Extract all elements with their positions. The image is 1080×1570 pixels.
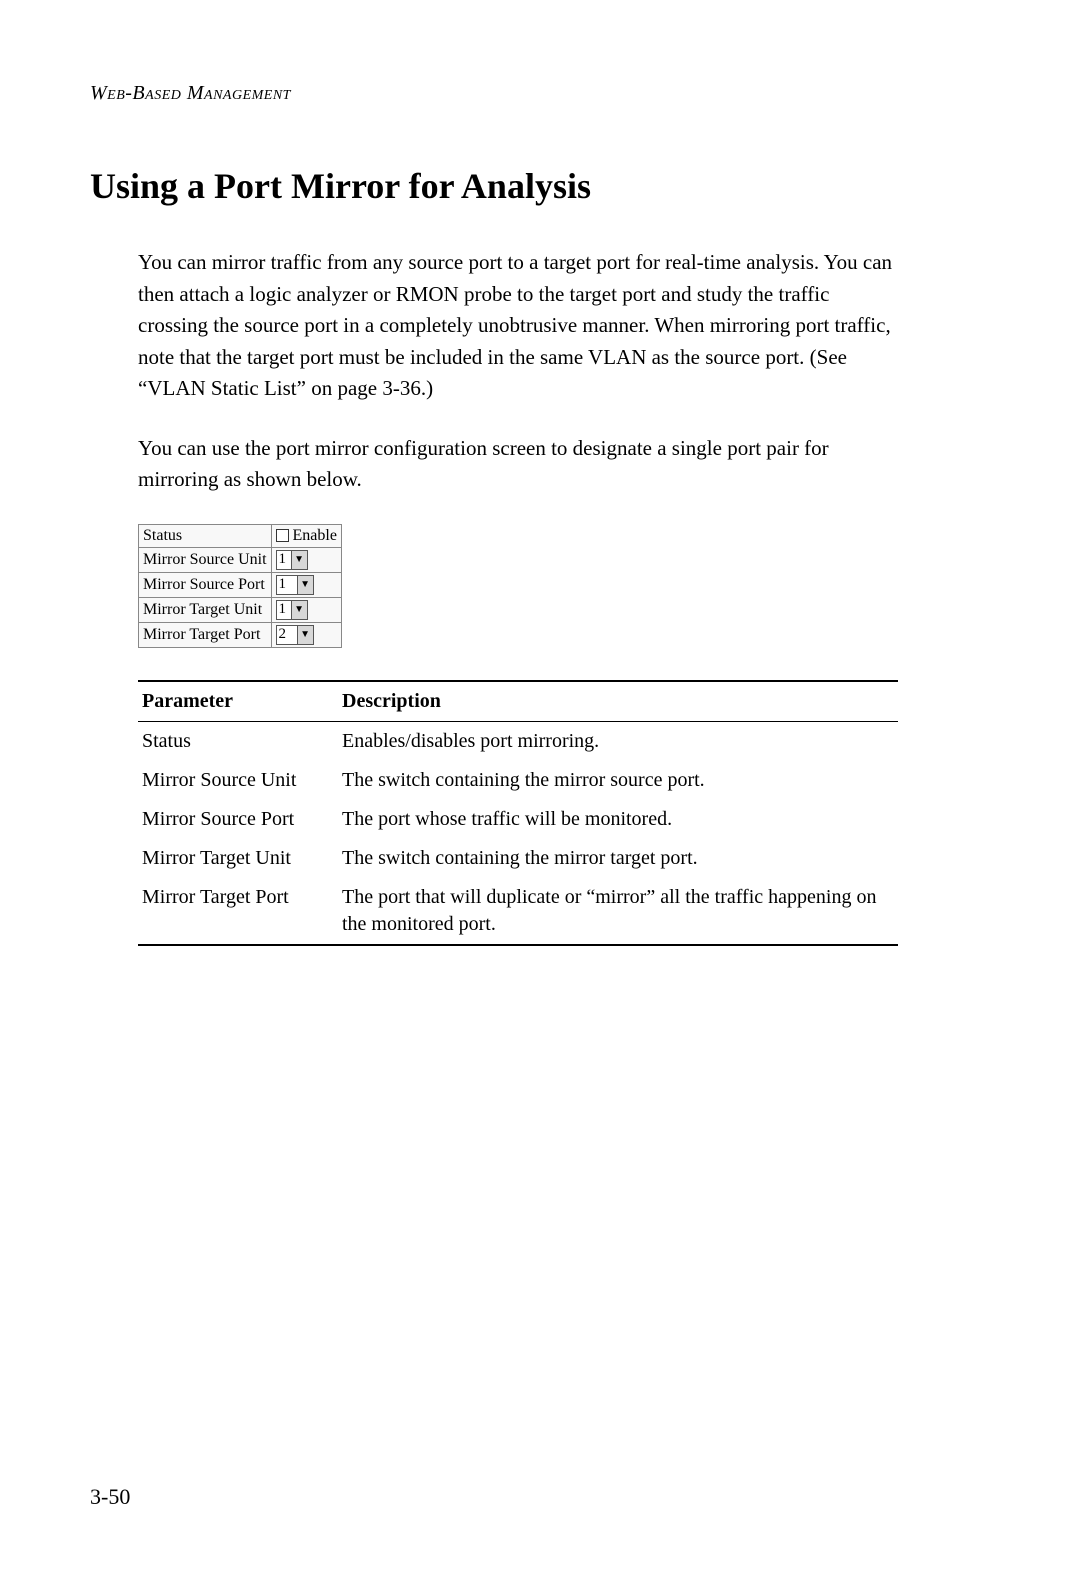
- chevron-down-icon: ▼: [297, 626, 313, 644]
- page-title: Using a Port Mirror for Analysis: [90, 165, 990, 207]
- param-cell: Mirror Source Unit: [138, 761, 338, 800]
- param-row: Mirror Target Unit The switch containing…: [138, 839, 898, 878]
- config-form-table: Status Enable Mirror Source Unit 1 ▼ Mir…: [138, 524, 342, 648]
- desc-cell: The switch containing the mirror source …: [338, 761, 898, 800]
- config-label: Mirror Target Port: [139, 622, 272, 647]
- dropdown-value: 1: [277, 551, 291, 568]
- source-port-dropdown[interactable]: 1 ▼: [276, 575, 314, 595]
- dropdown-value: 1: [277, 601, 291, 618]
- param-row: Mirror Target Port The port that will du…: [138, 878, 898, 945]
- dropdown-value: 2: [277, 626, 297, 643]
- config-value: 2 ▼: [271, 622, 341, 647]
- desc-cell: Enables/disables port mirroring.: [338, 721, 898, 761]
- desc-header: Description: [338, 681, 898, 722]
- config-row-target-port: Mirror Target Port 2 ▼: [139, 622, 342, 647]
- config-value: 1 ▼: [271, 572, 341, 597]
- source-unit-dropdown[interactable]: 1 ▼: [276, 550, 308, 570]
- param-header: Parameter: [138, 681, 338, 722]
- config-label: Mirror Source Port: [139, 572, 272, 597]
- paragraph-1: You can mirror traffic from any source p…: [138, 247, 898, 405]
- chevron-down-icon: ▼: [291, 551, 307, 569]
- parameter-description-table: Parameter Description Status Enables/dis…: [138, 680, 898, 946]
- param-cell: Mirror Source Port: [138, 800, 338, 839]
- param-row: Status Enables/disables port mirroring.: [138, 721, 898, 761]
- paragraph-2: You can use the port mirror configuratio…: [138, 433, 898, 496]
- param-cell: Mirror Target Port: [138, 878, 338, 945]
- running-header: Web-Based Management: [90, 82, 990, 105]
- config-label: Mirror Source Unit: [139, 547, 272, 572]
- desc-cell: The port that will duplicate or “mirror”…: [338, 878, 898, 945]
- config-value: Enable: [271, 524, 341, 547]
- config-row-status: Status Enable: [139, 524, 342, 547]
- param-table-header-row: Parameter Description: [138, 681, 898, 722]
- desc-cell: The switch containing the mirror target …: [338, 839, 898, 878]
- config-row-target-unit: Mirror Target Unit 1 ▼: [139, 597, 342, 622]
- enable-checkbox-label: Enable: [293, 527, 337, 544]
- config-row-source-port: Mirror Source Port 1 ▼: [139, 572, 342, 597]
- target-port-dropdown[interactable]: 2 ▼: [276, 625, 314, 645]
- config-row-source-unit: Mirror Source Unit 1 ▼: [139, 547, 342, 572]
- param-row: Mirror Source Unit The switch containing…: [138, 761, 898, 800]
- config-value: 1 ▼: [271, 547, 341, 572]
- enable-checkbox[interactable]: [276, 529, 289, 542]
- param-cell: Status: [138, 721, 338, 761]
- config-value: 1 ▼: [271, 597, 341, 622]
- chevron-down-icon: ▼: [291, 601, 307, 619]
- config-label: Status: [139, 524, 272, 547]
- desc-cell: The port whose traffic will be monitored…: [338, 800, 898, 839]
- param-cell: Mirror Target Unit: [138, 839, 338, 878]
- config-label: Mirror Target Unit: [139, 597, 272, 622]
- dropdown-value: 1: [277, 576, 297, 593]
- chevron-down-icon: ▼: [297, 576, 313, 594]
- param-row: Mirror Source Port The port whose traffi…: [138, 800, 898, 839]
- page-number: 3-50: [90, 1484, 130, 1510]
- target-unit-dropdown[interactable]: 1 ▼: [276, 600, 308, 620]
